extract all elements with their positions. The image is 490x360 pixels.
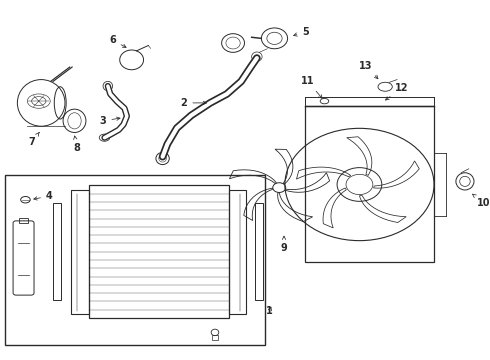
Bar — [212, 335, 218, 339]
Bar — [255, 203, 263, 300]
Bar — [53, 203, 61, 300]
Bar — [89, 185, 229, 318]
Text: 10: 10 — [472, 194, 490, 208]
Text: 9: 9 — [281, 236, 288, 253]
Text: 13: 13 — [359, 61, 378, 79]
Text: 8: 8 — [74, 136, 80, 153]
Text: 7: 7 — [28, 132, 39, 147]
Bar — [19, 218, 28, 223]
Text: 12: 12 — [386, 83, 409, 100]
Text: 6: 6 — [109, 35, 126, 48]
Text: 2: 2 — [181, 98, 207, 108]
Bar — [5, 175, 265, 345]
Bar — [71, 190, 89, 314]
Text: 1: 1 — [267, 306, 273, 316]
Bar — [229, 190, 246, 314]
Bar — [305, 107, 434, 262]
Text: 3: 3 — [99, 116, 120, 126]
Text: 11: 11 — [301, 76, 322, 98]
Text: 5: 5 — [294, 27, 309, 37]
Text: 4: 4 — [34, 191, 52, 201]
